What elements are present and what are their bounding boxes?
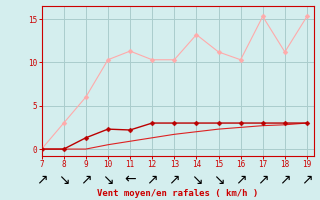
- X-axis label: Vent moyen/en rafales ( km/h ): Vent moyen/en rafales ( km/h ): [97, 189, 258, 198]
